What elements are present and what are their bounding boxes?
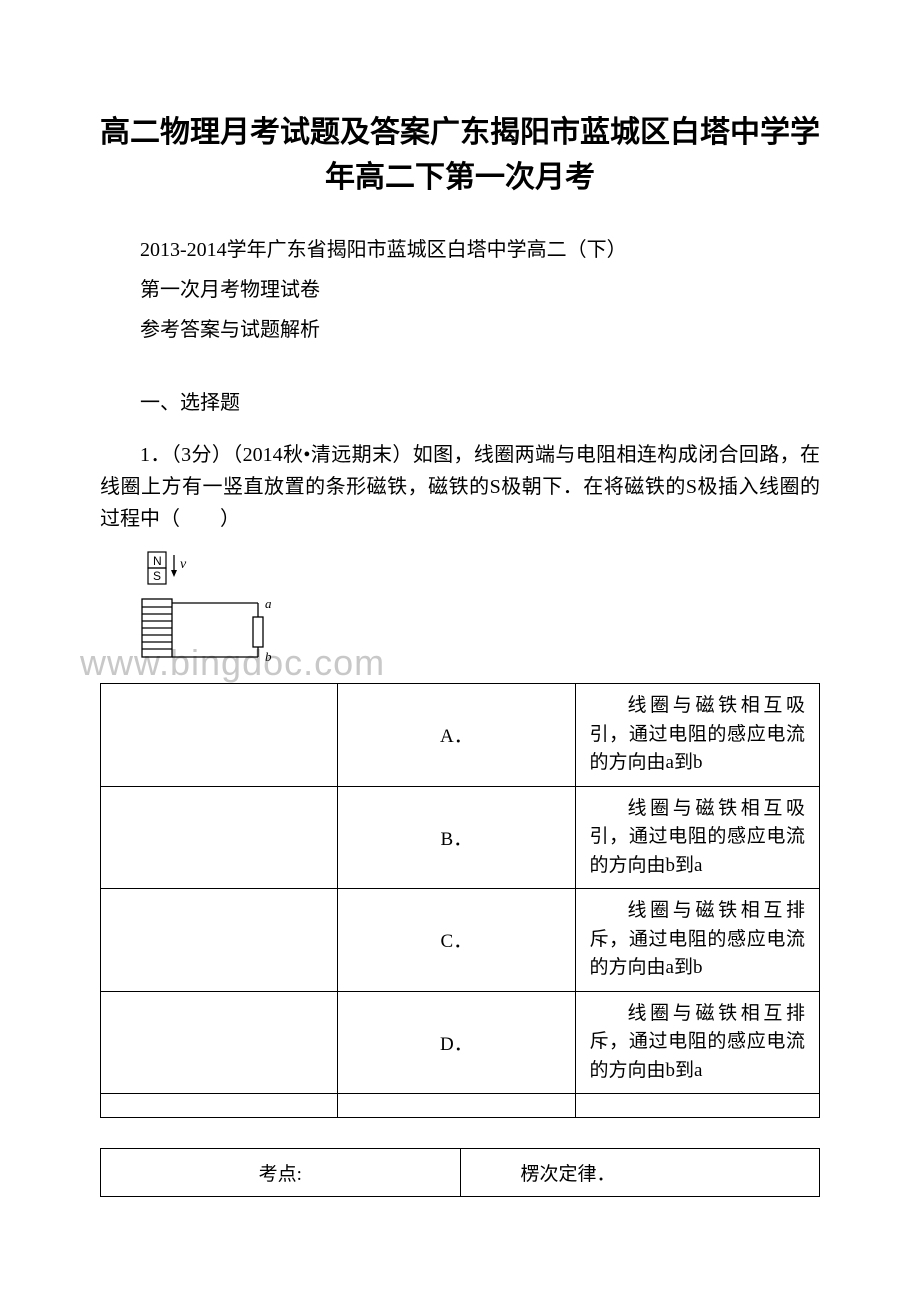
option-row-d: D． 线圈与磁铁相互排斥，通过电阻的感应电流的方向由b到a — [101, 991, 820, 1094]
magnet-s-label: S — [153, 569, 161, 583]
option-a-letter: A． — [338, 684, 575, 787]
terminal-b-label: b — [265, 649, 272, 664]
option-row-b: B． 线圈与磁铁相互吸引，通过电阻的感应电流的方向由b到a — [101, 786, 820, 889]
terminal-a-label: a — [265, 596, 272, 611]
section-heading: 一、选择题 — [100, 386, 820, 415]
test-point-table: 考点: 楞次定律． — [100, 1148, 820, 1197]
options-table: A． 线圈与磁铁相互吸引，通过电阻的感应电流的方向由a到b B． 线圈与磁铁相互… — [100, 683, 820, 1118]
option-row-c: C． 线圈与磁铁相互排斥，通过电阻的感应电流的方向由a到b — [101, 889, 820, 992]
option-d-desc: 线圈与磁铁相互排斥，通过电阻的感应电流的方向由b到a — [575, 991, 819, 1094]
option-a-desc: 线圈与磁铁相互吸引，通过电阻的感应电流的方向由a到b — [575, 684, 819, 787]
test-point-value: 楞次定律． — [460, 1149, 820, 1197]
velocity-label: v — [180, 557, 187, 572]
subtitle-line-3: 参考答案与试题解析 — [100, 310, 820, 350]
option-row-a: A． 线圈与磁铁相互吸引，通过电阻的感应电流的方向由a到b — [101, 684, 820, 787]
option-b-desc: 线圈与磁铁相互吸引，通过电阻的感应电流的方向由b到a — [575, 786, 819, 889]
option-b-letter: B． — [338, 786, 575, 889]
magnet-n-label: N — [153, 554, 162, 568]
option-c-desc: 线圈与磁铁相互排斥，通过电阻的感应电流的方向由a到b — [575, 889, 819, 992]
test-point-label: 考点: — [101, 1149, 461, 1197]
option-d-letter: D． — [338, 991, 575, 1094]
option-row-blank — [101, 1094, 820, 1118]
subtitle-line-1: 2013-2014学年广东省揭阳市蓝城区白塔中学高二（下） — [100, 230, 820, 270]
option-c-letter: C． — [338, 889, 575, 992]
document-title: 高二物理月考试题及答案广东揭阳市蓝城区白塔中学学年高二下第一次月考 — [100, 110, 820, 200]
circuit-diagram: N S v a b — [140, 549, 300, 669]
subtitle-line-2: 第一次月考物理试卷 — [100, 270, 820, 310]
question-1-text: 1．（3分）（2014秋•清远期末）如图，线圈两端与电阻相连构成闭合回路，在线圈… — [100, 439, 820, 535]
